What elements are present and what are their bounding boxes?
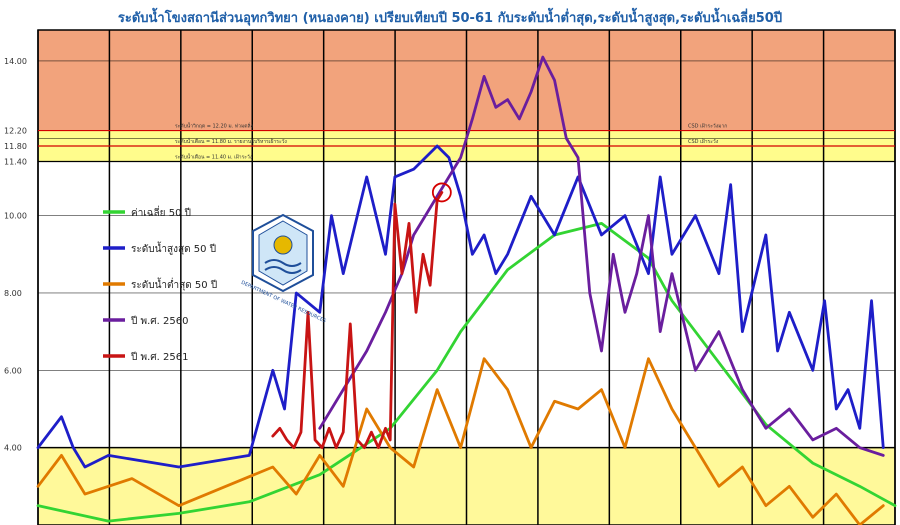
y-tick-label: 10.00 <box>4 212 27 221</box>
chart-title: ระดับน้ำโขงสถานีส่วนอุทกวิทยา (หนองคาย) … <box>118 7 782 26</box>
threshold-annotation: ระดับน้ำเตือน = 11.40 ม. เฝ้าระวัง <box>175 151 253 160</box>
series-line-4 <box>318 55 885 457</box>
threshold-label: 12.20 <box>4 127 27 136</box>
y-tick-label: 6.00 <box>4 366 22 375</box>
series-line-3 <box>36 357 885 525</box>
y-tick-label: 4.00 <box>4 444 22 453</box>
legend-label: ค่าเฉลี่ย 50 ปี <box>131 205 191 219</box>
legend: ค่าเฉลี่ย 50 ปีระดับน้ำสูงสุด 50 ปีระดับ… <box>103 205 217 363</box>
threshold-lines: ระดับน้ำวิกฤต = 12.20 ม. ท่วมตลิ่ง CSD เฝ… <box>4 121 895 166</box>
plot-border <box>37 29 896 525</box>
legend-label: ระดับน้ำต่ำสุด 50 ปี <box>131 277 217 291</box>
annotations <box>431 182 452 203</box>
legend-label: ระดับน้ำสูงสุด 50 ปี <box>131 241 216 255</box>
threshold-annotation-right: CSD เฝ้าระวัง <box>688 138 719 145</box>
threshold-annotation: ระดับน้ำวิกฤต = 12.20 ม. ท่วมตลิ่ง <box>175 121 254 130</box>
threshold-label: 11.80 <box>4 142 27 151</box>
series-line-2 <box>36 144 885 469</box>
y-tick-label: 8.00 <box>4 289 22 298</box>
threshold-label: 11.40 <box>4 157 27 166</box>
series-line-5 <box>271 191 444 450</box>
y-axis-ticks: 4.00 6.00 8.00 10.00 14.00 <box>4 57 27 453</box>
legend-label: ปี พ.ศ. 2560 <box>130 315 188 327</box>
series-lines <box>36 55 897 525</box>
series-line-1 <box>36 221 897 523</box>
annotation-circle <box>431 182 452 203</box>
y-tick-label: 14.00 <box>4 57 27 66</box>
threshold-annotation-right: CSD เฝ้าระวังมาก <box>688 123 727 130</box>
threshold-annotation: ระดับน้ำเตือน = 11.80 ม. รายงานผู้บริหาร… <box>175 136 287 145</box>
legend-label: ปี พ.ศ. 2561 <box>130 351 188 363</box>
